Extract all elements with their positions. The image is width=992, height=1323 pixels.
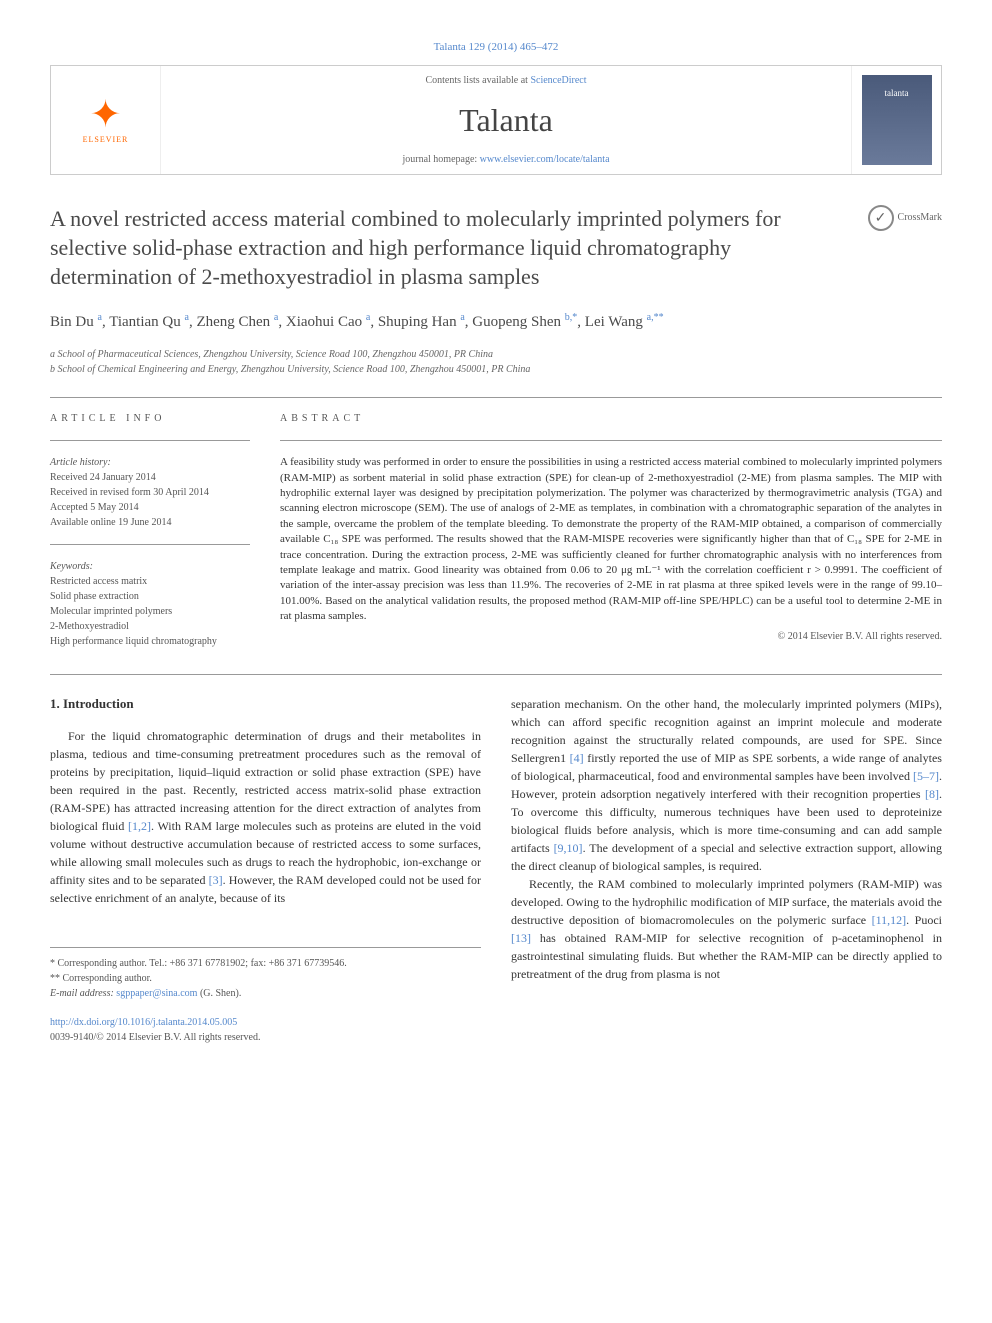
ref-link-3[interactable]: [3] xyxy=(209,873,223,887)
publisher-logo-box: ✦ ELSEVIER xyxy=(51,66,161,174)
contents-line: Contents lists available at ScienceDirec… xyxy=(169,74,843,88)
ref-link-910[interactable]: [9,10] xyxy=(554,841,583,855)
history-line: Received 24 January 2014 xyxy=(50,470,250,485)
intro-right-text: separation mechanism. On the other hand,… xyxy=(511,695,942,983)
homepage-prefix: journal homepage: xyxy=(402,154,479,165)
header-citation: Talanta 129 (2014) 465–472 xyxy=(50,40,942,55)
keywords-block: Keywords: Restricted access matrix Solid… xyxy=(50,559,250,649)
ref-link-13[interactable]: [13] xyxy=(511,931,531,945)
journal-banner: ✦ ELSEVIER Contents lists available at S… xyxy=(50,65,942,175)
body-text: For the liquid chromatographic determina… xyxy=(50,729,481,833)
email-link[interactable]: sgppaper@sina.com xyxy=(116,988,197,999)
elsevier-tree-icon: ✦ xyxy=(83,96,129,134)
authors-line: Bin Du a, Tiantian Qu a, Zheng Chen a, X… xyxy=(50,311,942,333)
email-label: E-mail address: xyxy=(50,988,116,999)
divider-bottom xyxy=(50,674,942,675)
crossmark-badge[interactable]: ✓ CrossMark xyxy=(868,205,942,231)
body-right-column: separation mechanism. On the other hand,… xyxy=(511,695,942,1045)
affiliations: a School of Pharmaceutical Sciences, Zhe… xyxy=(50,347,942,377)
issn-copyright: 0039-9140/© 2014 Elsevier B.V. All right… xyxy=(50,1030,481,1045)
banner-center: Contents lists available at ScienceDirec… xyxy=(161,66,851,175)
cover-thumb-box: talanta xyxy=(851,66,941,174)
body-columns: 1. Introduction For the liquid chromatog… xyxy=(50,695,942,1045)
keywords-divider xyxy=(50,544,250,545)
homepage-link[interactable]: www.elsevier.com/locate/talanta xyxy=(480,154,610,165)
article-info-column: ARTICLE INFO Article history: Received 2… xyxy=(50,412,250,649)
keyword: Restricted access matrix xyxy=(50,574,250,589)
journal-name: Talanta xyxy=(169,98,843,143)
intro-left-text: For the liquid chromatographic determina… xyxy=(50,727,481,907)
history-line: Available online 19 June 2014 xyxy=(50,515,250,530)
crossmark-label: CrossMark xyxy=(898,211,942,225)
crossmark-icon: ✓ xyxy=(868,205,894,231)
info-abstract-row: ARTICLE INFO Article history: Received 2… xyxy=(50,412,942,649)
affiliation-a: a School of Pharmaceutical Sciences, Zhe… xyxy=(50,347,942,362)
section-number: 1. xyxy=(50,696,60,711)
abstract-copyright: © 2014 Elsevier B.V. All rights reserved… xyxy=(280,630,942,644)
abstract-label: ABSTRACT xyxy=(280,412,942,426)
keyword: Molecular imprinted polymers xyxy=(50,604,250,619)
keyword: High performance liquid chromatography xyxy=(50,634,250,649)
email-suffix: (G. Shen). xyxy=(197,988,241,999)
doi-link[interactable]: http://dx.doi.org/10.1016/j.talanta.2014… xyxy=(50,1017,237,1028)
section-title: Introduction xyxy=(63,696,134,711)
footnotes: * Corresponding author. Tel.: +86 371 67… xyxy=(50,947,481,1001)
elsevier-logo: ✦ ELSEVIER xyxy=(83,96,129,145)
title-block: ✓ CrossMark A novel restricted access ma… xyxy=(50,205,942,291)
affiliation-b: b School of Chemical Engineering and Ene… xyxy=(50,362,942,377)
history-line: Accepted 5 May 2014 xyxy=(50,500,250,515)
contents-prefix: Contents lists available at xyxy=(425,75,530,86)
divider-top xyxy=(50,397,942,398)
ref-link-8[interactable]: [8] xyxy=(925,787,939,801)
ref-link-57[interactable]: [5–7] xyxy=(913,769,939,783)
ref-link-4[interactable]: [4] xyxy=(570,751,584,765)
email-line: E-mail address: sgppaper@sina.com (G. Sh… xyxy=(50,986,481,1001)
ref-link-1112[interactable]: [11,12] xyxy=(872,913,907,927)
abstract-column: ABSTRACT A feasibility study was perform… xyxy=(280,412,942,649)
ref-link-12[interactable]: [1,2] xyxy=(128,819,151,833)
abstract-text: A feasibility study was performed in ord… xyxy=(280,455,942,624)
info-divider xyxy=(50,440,250,441)
page-container: Talanta 129 (2014) 465–472 ✦ ELSEVIER Co… xyxy=(0,0,992,1085)
history-line: Received in revised form 30 April 2014 xyxy=(50,485,250,500)
body-text: has obtained RAM-MIP for selective recog… xyxy=(511,931,942,981)
publisher-name: ELSEVIER xyxy=(83,134,129,145)
article-title: A novel restricted access material combi… xyxy=(50,205,942,291)
keyword: 2-Methoxyestradiol xyxy=(50,619,250,634)
intro-heading: 1. Introduction xyxy=(50,695,481,713)
corresponding-1: * Corresponding author. Tel.: +86 371 67… xyxy=(50,956,481,971)
body-left-column: 1. Introduction For the liquid chromatog… xyxy=(50,695,481,1045)
sciencedirect-link[interactable]: ScienceDirect xyxy=(530,75,586,86)
history-label: Article history: xyxy=(50,455,250,470)
journal-cover-thumb: talanta xyxy=(862,75,932,165)
abstract-divider xyxy=(280,440,942,441)
keyword: Solid phase extraction xyxy=(50,589,250,604)
doi-block: http://dx.doi.org/10.1016/j.talanta.2014… xyxy=(50,1015,481,1045)
article-history: Article history: Received 24 January 201… xyxy=(50,455,250,530)
homepage-line: journal homepage: www.elsevier.com/locat… xyxy=(169,153,843,167)
keywords-label: Keywords: xyxy=(50,559,250,574)
corresponding-2: ** Corresponding author. xyxy=(50,971,481,986)
body-text: . Puoci xyxy=(906,913,942,927)
info-label: ARTICLE INFO xyxy=(50,412,250,426)
